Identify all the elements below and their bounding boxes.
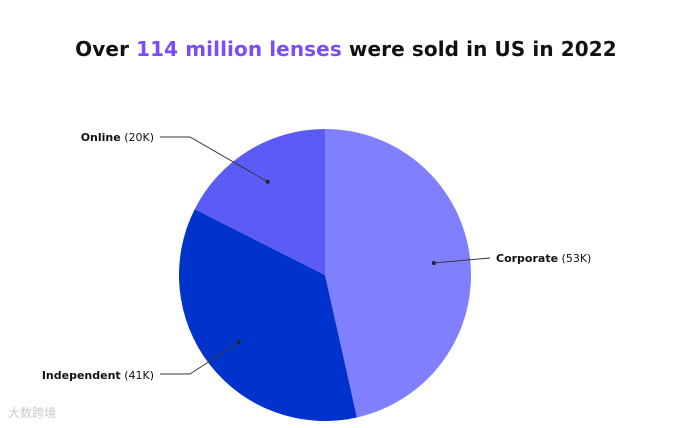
slice-label-value: (53K) — [558, 252, 591, 265]
title-highlight: 114 million lenses — [136, 37, 342, 61]
watermark: 大数跨境 — [8, 406, 57, 420]
leader-line-online — [160, 136, 268, 183]
title-suffix: were sold in US in 2022 — [341, 37, 617, 61]
pie-leader-lines — [160, 136, 491, 375]
slice-label-corporate: Corporate (53K) — [496, 252, 591, 265]
title-prefix: Over — [75, 37, 137, 61]
slice-label-name: Independent — [42, 369, 121, 382]
leader-line-independent — [160, 341, 239, 375]
slice-label-name: Online — [81, 131, 121, 144]
slice-label-name: Corporate — [496, 252, 558, 265]
pie-labels: Corporate (53K) Independent (41K) Online (… — [42, 131, 592, 382]
pie-slices — [178, 129, 471, 421]
slice-label-independent: Independent (41K) — [42, 369, 154, 382]
slice-label-value: (20K) — [121, 131, 154, 144]
chart-title: Over 114 million lenses were sold in US … — [0, 37, 692, 61]
pie-slice-independent — [178, 209, 357, 421]
pie-slice-online — [194, 129, 325, 275]
pie-slice-corporate — [325, 129, 471, 418]
slice-label-online: Online (20K) — [81, 131, 154, 144]
slice-label-value: (41K) — [121, 369, 154, 382]
leader-line-corporate — [433, 257, 491, 264]
